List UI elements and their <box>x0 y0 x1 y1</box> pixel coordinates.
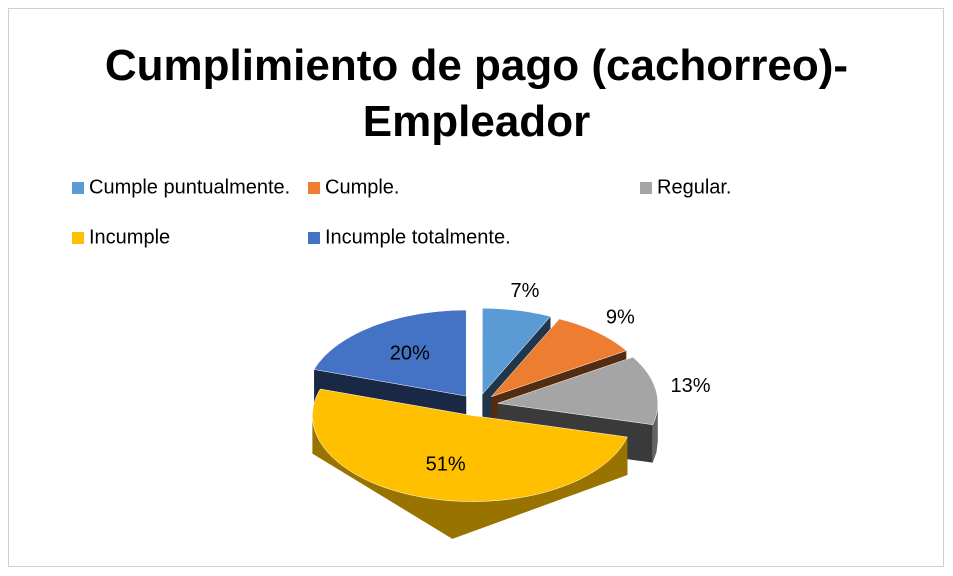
legend-label: Incumple totalmente. <box>325 226 511 248</box>
data-label: 51% <box>426 453 466 475</box>
slice <box>312 388 628 502</box>
slice <box>482 308 551 395</box>
legend-swatch <box>640 182 652 194</box>
legend-swatch <box>72 232 84 244</box>
slice <box>313 309 467 397</box>
data-label: 13% <box>671 375 711 397</box>
legend-swatch <box>72 182 84 194</box>
legend-label: Cumple. <box>325 176 399 198</box>
legend-label: Incumple <box>89 226 170 248</box>
legend-label: Cumple puntualmente. <box>89 176 290 198</box>
slice-side <box>652 403 658 463</box>
legend-label: Regular. <box>657 176 732 198</box>
data-label: 9% <box>606 306 635 328</box>
legend-swatch <box>308 182 320 194</box>
slice <box>497 356 658 425</box>
chart-title: Cumplimiento de pago (cachorreo)-Emplead… <box>104 41 849 146</box>
legend-swatch <box>308 232 320 244</box>
slice <box>490 318 627 398</box>
data-label: 7% <box>510 280 539 302</box>
data-label: 20% <box>390 343 430 365</box>
slice-side <box>312 415 628 539</box>
chart-frame <box>8 8 944 567</box>
